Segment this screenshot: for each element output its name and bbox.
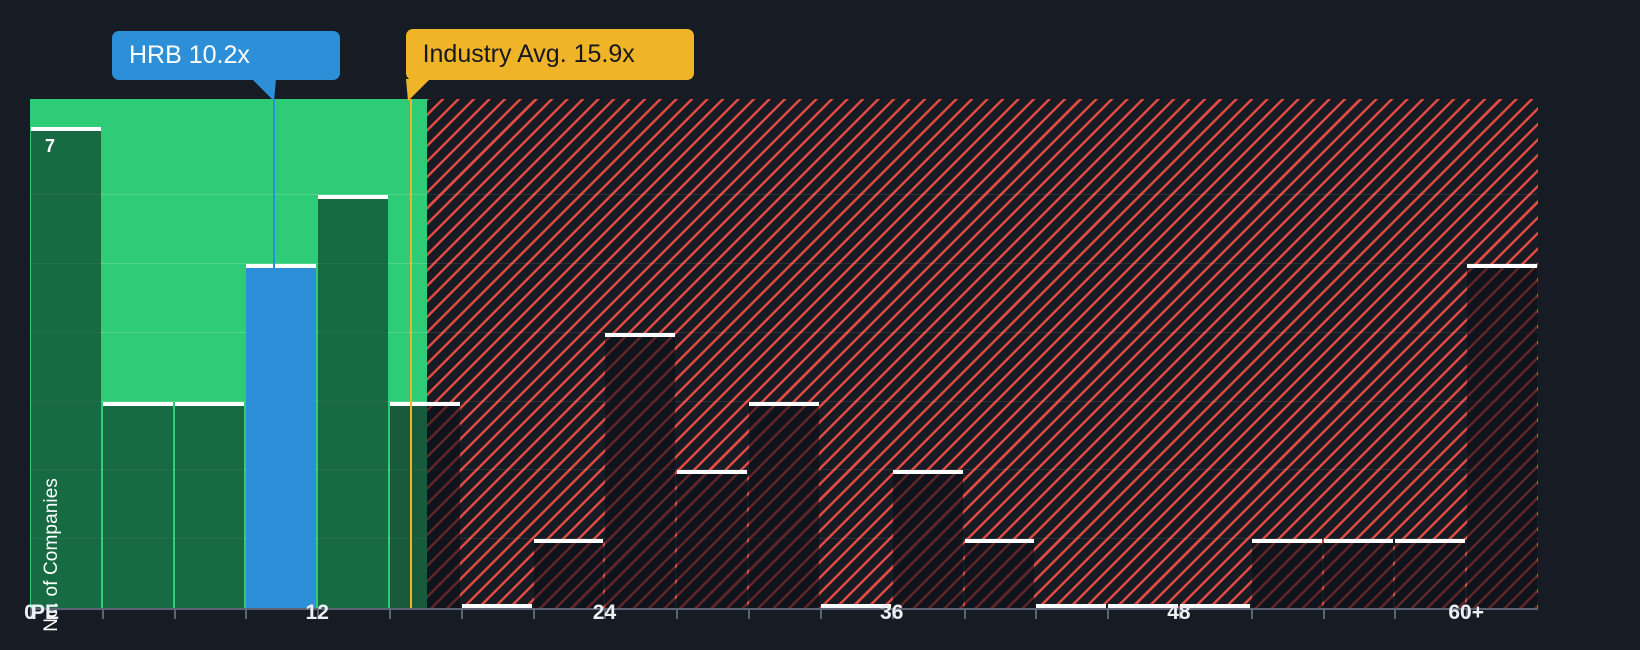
x-axis-tick (30, 608, 32, 619)
bar-value-cap (318, 195, 389, 200)
x-axis-tick (1466, 608, 1469, 619)
bar-value-cap (677, 470, 748, 475)
industry-average-callout[interactable]: Industry Avg. 15.9x (405, 29, 694, 80)
x-axis-tick (173, 608, 176, 619)
bar[interactable] (31, 126, 101, 608)
plot-area (30, 99, 1538, 608)
bar[interactable] (174, 401, 245, 608)
bar-value-cap (605, 332, 676, 337)
gridline (427, 469, 1538, 471)
gridline (427, 538, 1538, 540)
bar[interactable] (749, 401, 819, 608)
x-axis-tick-label: 0 (24, 601, 36, 624)
x-axis-tick (1394, 608, 1397, 619)
bar[interactable] (533, 539, 604, 608)
bar[interactable] (390, 401, 460, 608)
bar-value-cap (1467, 264, 1537, 269)
y-axis-max-tick: 7 (45, 135, 56, 156)
x-axis-tick (819, 608, 822, 619)
gridline (427, 194, 1538, 196)
x-axis-tick (1178, 608, 1181, 619)
bar-value-cap (1036, 604, 1107, 608)
bar[interactable] (1251, 539, 1322, 608)
industry-average-callout-tail (405, 79, 430, 101)
bar[interactable] (1323, 539, 1394, 608)
bar[interactable] (1179, 604, 1250, 608)
x-axis-tick-label: 12 (305, 601, 329, 624)
bar-value-cap (31, 126, 101, 131)
x-axis-tick-label: 48 (1167, 601, 1191, 624)
x-axis-tick (963, 608, 966, 619)
x-axis-tick (1250, 608, 1253, 619)
bar[interactable] (318, 195, 389, 608)
bar-value-cap (964, 539, 1035, 544)
bar[interactable] (1395, 539, 1466, 608)
bar[interactable] (892, 470, 963, 608)
x-axis-tick (676, 608, 679, 619)
bar-value-cap (1108, 604, 1178, 608)
bar-value-cap (892, 470, 963, 475)
hrb-callout[interactable]: HRB 10.2x (112, 31, 340, 80)
x-axis-tick-label: 24 (592, 601, 617, 624)
bar[interactable] (820, 604, 891, 608)
gridline (30, 194, 428, 196)
gridline (30, 400, 428, 402)
bar-value-cap (1323, 539, 1394, 544)
x-axis-tick (1035, 608, 1038, 619)
bar[interactable] (964, 539, 1035, 608)
bar[interactable] (677, 470, 748, 608)
bar-value-cap (1179, 604, 1250, 608)
bar[interactable] (605, 332, 676, 608)
bar-value-cap (1251, 539, 1322, 544)
x-axis-tick (532, 608, 535, 619)
x-axis-tick (101, 608, 104, 619)
gridline (30, 263, 428, 265)
x-axis-tick (748, 608, 751, 619)
bar-value-cap (749, 401, 819, 406)
bar[interactable] (1467, 264, 1537, 608)
gridline (427, 331, 1538, 333)
hrb-marker-line (273, 99, 276, 608)
bar-value-cap (390, 401, 460, 406)
x-axis-tick (891, 608, 894, 619)
bar-highlighted[interactable] (246, 264, 317, 608)
x-axis-tick (604, 608, 607, 619)
bars-layer (30, 99, 1538, 608)
x-axis-tick-label: 60+ (1448, 601, 1484, 624)
x-axis-tick (1322, 608, 1325, 619)
bar[interactable] (102, 401, 173, 608)
bar-value-cap (461, 604, 532, 608)
x-axis-tick (245, 608, 248, 619)
bar[interactable] (1036, 604, 1107, 608)
x-axis-tick (1107, 608, 1110, 619)
gridline (427, 263, 1538, 265)
bar[interactable] (461, 604, 532, 608)
gridline (427, 400, 1538, 402)
industry-average-marker-line (409, 99, 412, 608)
x-axis-tick (389, 608, 392, 619)
gridline (30, 331, 428, 333)
bar-value-cap (533, 539, 604, 544)
bar-value-cap (820, 604, 891, 608)
x-axis-tick-label: 36 (880, 601, 904, 624)
bar-value-cap (1395, 539, 1466, 544)
x-axis-line (30, 608, 1538, 610)
hrb-callout-tail (252, 79, 277, 101)
bar-value-cap (102, 401, 173, 406)
bar-value-cap (174, 401, 245, 406)
bar[interactable] (1108, 604, 1178, 608)
x-axis-tick (317, 608, 320, 619)
x-axis-title: PE (31, 601, 60, 624)
x-axis-tick (460, 608, 463, 619)
bar-value-cap (246, 264, 317, 269)
